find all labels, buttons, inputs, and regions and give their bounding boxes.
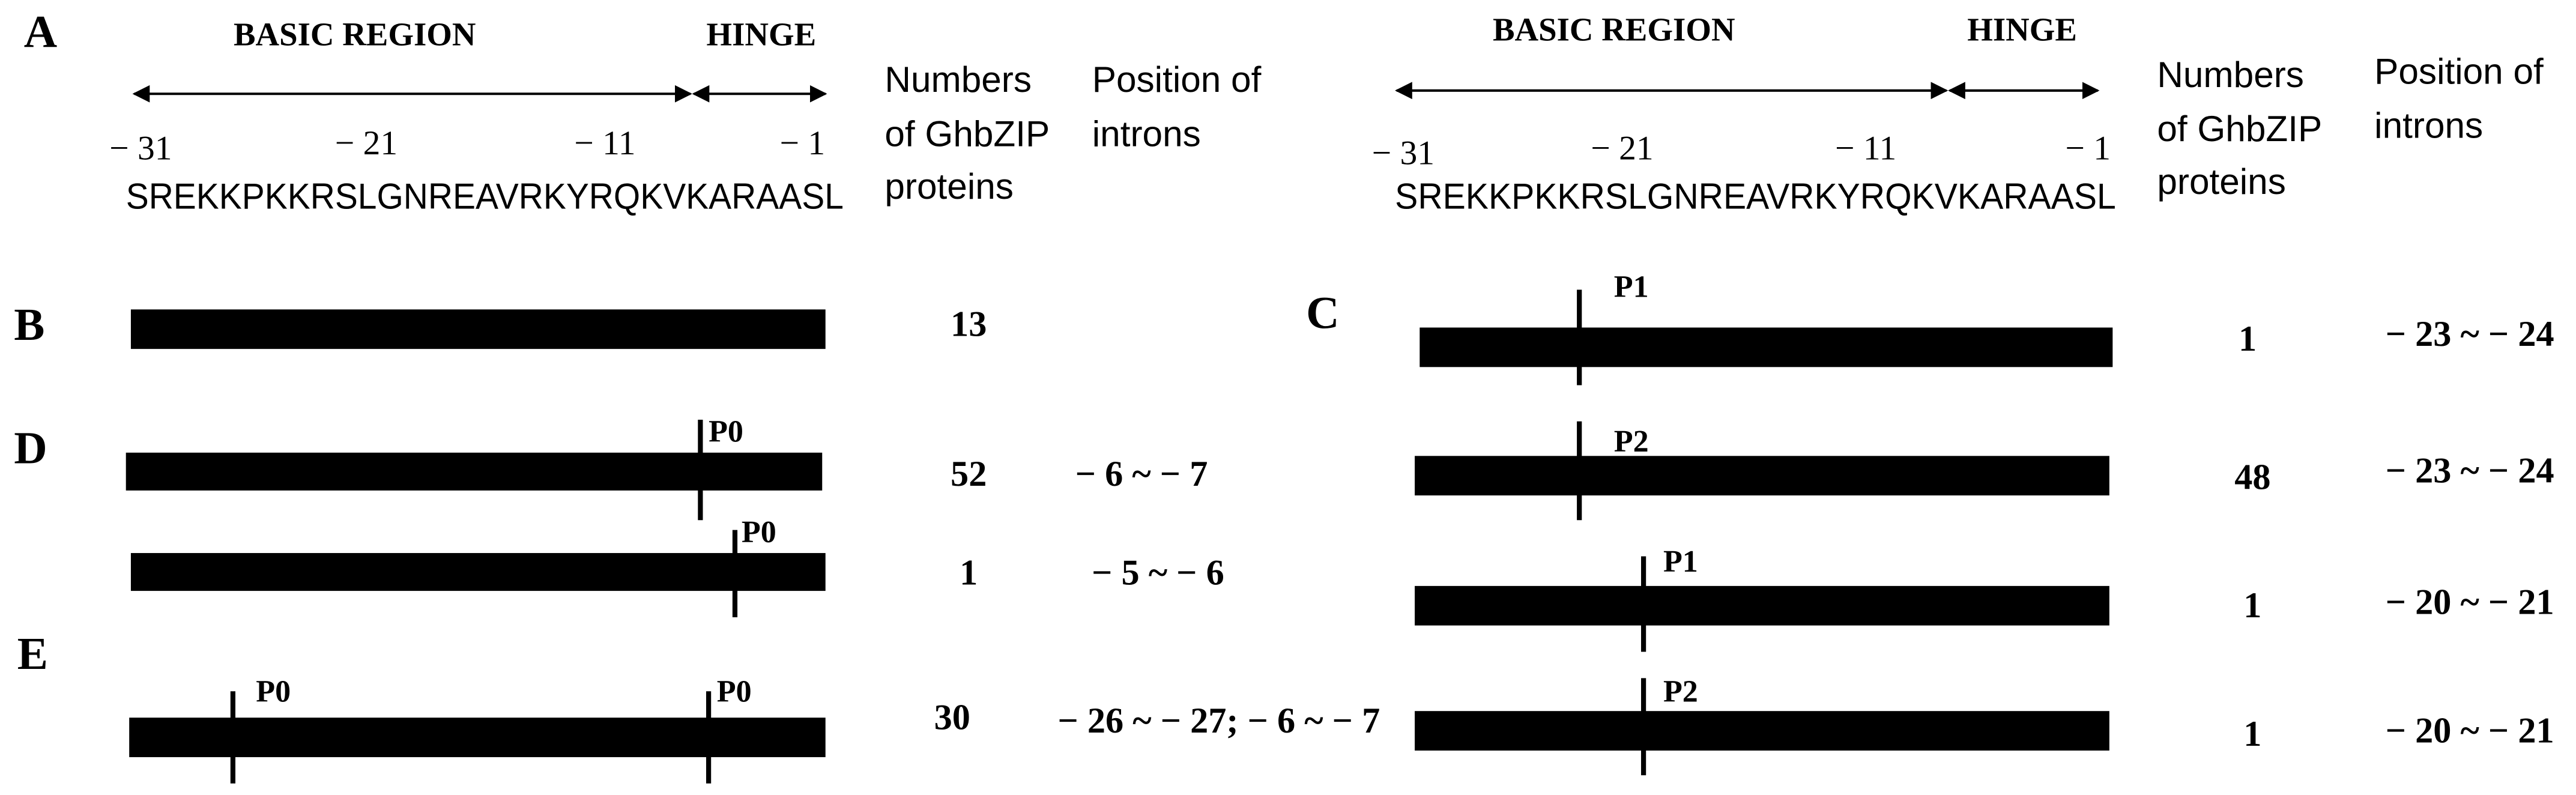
panel-label: E	[17, 628, 48, 679]
panel-label: B	[14, 299, 44, 350]
panel-label: C	[1306, 288, 1339, 339]
column-header: Position of	[1092, 59, 1262, 100]
gene-bar	[130, 309, 826, 349]
gene-bar	[125, 452, 823, 491]
count: 1	[2239, 319, 2257, 359]
region-label: BASIC REGION	[234, 16, 476, 53]
count: 48	[2234, 457, 2270, 497]
marker-label: P1	[1663, 545, 1698, 579]
marker-label: P0	[717, 675, 752, 709]
intron-position: − 20 ~ − 21	[2386, 582, 2554, 623]
position-label: − 31	[109, 129, 172, 167]
marker-label: P0	[256, 675, 291, 709]
intron-position: − 26 ~ − 27; − 6 ~ − 7	[1057, 701, 1380, 741]
column-header: of GhbZIP	[2157, 108, 2322, 149]
column-header: proteins	[884, 166, 1014, 207]
count: 52	[951, 454, 987, 494]
region-label: HINGE	[706, 16, 816, 53]
count: 1	[2243, 585, 2261, 626]
intron-position: − 23 ~ − 24	[2386, 450, 2554, 491]
position-label: − 31	[1372, 135, 1435, 172]
column-header: Numbers	[884, 59, 1032, 100]
column-header: Numbers	[2157, 54, 2304, 95]
region-label: BASIC REGION	[1493, 11, 1735, 47]
column-header: Position of	[2374, 50, 2544, 91]
panel-label: D	[14, 422, 47, 473]
position-label: − 1	[2065, 129, 2111, 167]
gene-bar	[1415, 585, 2109, 626]
column-header: introns	[2374, 105, 2483, 146]
marker-label: P1	[1614, 270, 1649, 304]
marker-label: P0	[742, 515, 776, 549]
position-label: − 1	[780, 124, 826, 162]
position-label: − 11	[574, 124, 635, 162]
panel-label: A	[24, 6, 57, 57]
count: 13	[951, 304, 987, 344]
marker-label: P0	[709, 415, 743, 449]
gene-bar	[1415, 456, 2109, 496]
gene-bar	[130, 553, 826, 591]
marker-label: P2	[1614, 425, 1649, 459]
column-header: introns	[1092, 113, 1201, 154]
intron-position: − 6 ~ − 7	[1075, 454, 1208, 494]
region-label: HINGE	[1967, 11, 2077, 47]
count: 1	[2243, 714, 2261, 754]
column-header: proteins	[2157, 161, 2286, 202]
position-label: − 11	[1835, 129, 1896, 167]
intron-position: − 23 ~ − 24	[2386, 314, 2554, 354]
gene-bar	[1420, 327, 2113, 367]
position-label: − 21	[1591, 129, 1653, 167]
sequence: SREKKPKKRSLGNREAVRKYRQKVKARAASL	[126, 176, 844, 217]
sequence: SREKKPKKRSLGNREAVRKYRQKVKARAASL	[1395, 176, 2116, 217]
column-header: of GhbZIP	[884, 113, 1050, 154]
intron-position: − 5 ~ − 6	[1092, 552, 1224, 593]
position-label: − 21	[335, 124, 398, 162]
count: 1	[960, 552, 978, 593]
gene-bar	[1415, 711, 2109, 751]
marker-label: P2	[1663, 675, 1698, 709]
count: 30	[934, 697, 970, 737]
intron-position: − 20 ~ − 21	[2386, 710, 2554, 751]
